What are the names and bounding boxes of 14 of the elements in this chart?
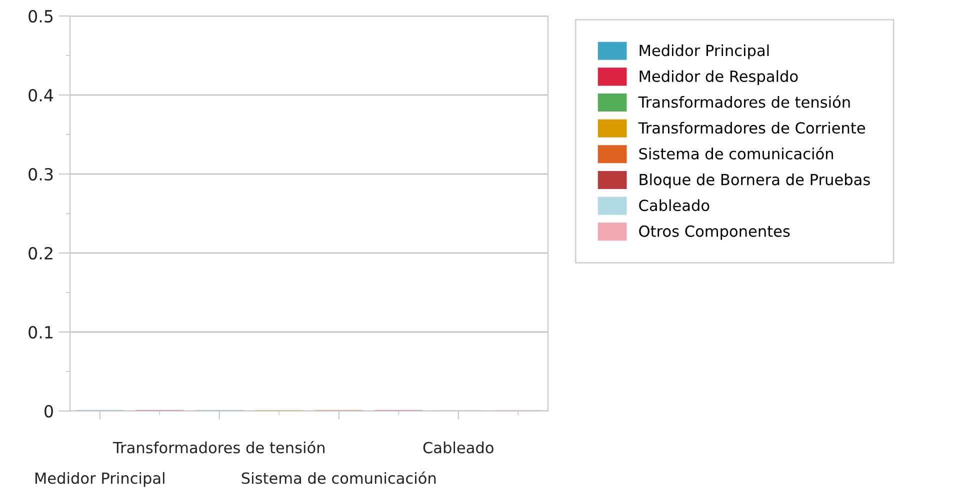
y-tick-label: 0.5 [28, 10, 53, 23]
y-tick-label: 0.2 [28, 246, 52, 260]
y-tick-label: 0.4 [28, 88, 54, 102]
legend-label: Bloque de Bornera de Pruebas [640, 173, 870, 188]
y-tick-label: 0.1 [28, 326, 52, 339]
y-tick-label: 0.3 [28, 168, 53, 181]
legend-label: Transformadores de tensión [638, 95, 850, 108]
legend-label: Medidor Principal [640, 44, 769, 60]
legend-label: Transformadores de Corriente [638, 122, 865, 134]
y-tick-label: 0 [44, 404, 53, 418]
legend-label: Sistema de comunicación [639, 147, 834, 160]
legend-label: Otros Componentes [639, 225, 790, 240]
legend-label: Medidor de Respaldo [640, 70, 798, 85]
legend-label: Cableado [639, 199, 710, 212]
